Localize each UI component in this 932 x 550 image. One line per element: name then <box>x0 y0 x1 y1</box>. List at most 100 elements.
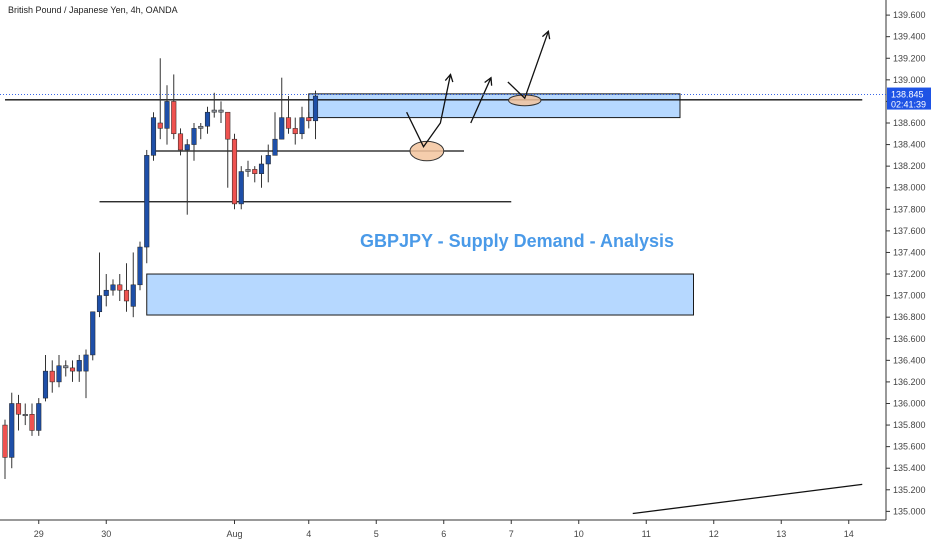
zone-2[interactable] <box>146 273 694 316</box>
price-badge-value: 138.845 <box>891 90 924 100</box>
y-tick-label: 135.800 <box>893 420 926 430</box>
candle-body <box>279 117 285 140</box>
candle-body <box>204 111 211 127</box>
candle-body <box>63 365 69 369</box>
trend-line[interactable] <box>632 483 863 515</box>
candle-body <box>42 370 49 399</box>
candle-body <box>56 365 62 383</box>
price-badge[interactable] <box>887 87 931 110</box>
candle-body <box>29 414 35 431</box>
x-tick-label: Aug <box>226 529 242 539</box>
y-tick-label: 135.600 <box>893 442 926 452</box>
candle-body <box>312 95 319 122</box>
y-tick-label: 137.200 <box>893 269 926 279</box>
candle-body <box>117 284 123 291</box>
y-tick-label: 136.200 <box>893 377 926 387</box>
candle-body <box>252 169 258 174</box>
ellipse-marker-2[interactable] <box>508 94 542 107</box>
candle-body <box>9 403 15 458</box>
candle-body <box>306 117 312 122</box>
y-tick-label: 136.600 <box>893 334 926 344</box>
y-tick-label: 137.600 <box>893 226 926 236</box>
ellipse-marker-1[interactable] <box>409 140 445 162</box>
symbol-title: British Pound / Japanese Yen, 4h, OANDA <box>8 5 178 15</box>
candle-body <box>245 169 251 172</box>
y-tick-label: 135.000 <box>893 506 926 516</box>
candle-body <box>171 101 177 135</box>
arrow-path-2[interactable] <box>470 77 492 124</box>
x-tick-label: 11 <box>642 529 651 539</box>
arrow-head-1 <box>444 73 454 83</box>
candle-body <box>90 311 96 356</box>
x-tick-label: 7 <box>509 529 514 539</box>
x-tick-label: 14 <box>844 529 854 539</box>
candle-body <box>76 360 82 372</box>
candle-body <box>103 289 109 296</box>
candle-body <box>130 284 136 307</box>
y-tick-label: 138.400 <box>893 140 926 150</box>
candle-body <box>36 403 42 431</box>
y-tick-label: 139.200 <box>893 53 926 63</box>
arrow-head-2 <box>484 76 493 86</box>
y-tick-label: 138.600 <box>893 118 926 128</box>
x-tick-label: 4 <box>306 529 311 539</box>
candle-body <box>218 109 224 113</box>
candle-body <box>22 414 28 417</box>
candle-body <box>265 155 271 165</box>
price-badge-countdown: 02:41:39 <box>891 100 926 110</box>
candle-body <box>69 367 76 372</box>
y-tick-label: 138.200 <box>893 161 926 171</box>
candle-body <box>15 403 22 415</box>
candle-body <box>299 117 305 135</box>
arrow-head-3 <box>541 30 551 40</box>
candle-body <box>198 125 204 129</box>
candle-body <box>238 171 244 205</box>
y-tick-label: 137.400 <box>893 247 926 257</box>
x-tick-label: 13 <box>776 529 786 539</box>
candle-body <box>157 122 163 129</box>
y-tick-label: 136.000 <box>893 398 926 408</box>
candle-body <box>191 128 197 145</box>
x-tick-label: 12 <box>709 529 719 539</box>
x-tick-label: 10 <box>574 529 584 539</box>
candle-body <box>144 155 150 248</box>
y-tick-label: 135.400 <box>893 463 926 473</box>
y-tick-label: 139.000 <box>893 75 926 85</box>
candle-body <box>272 138 278 156</box>
y-tick-label: 136.800 <box>893 312 926 322</box>
candle-body <box>225 111 231 140</box>
candle-body <box>83 354 89 372</box>
y-tick-label: 136.400 <box>893 355 926 365</box>
analysis-annotation: GBPJPY - Supply Demand - Analysis <box>360 231 674 251</box>
x-tick-label: 5 <box>374 529 379 539</box>
candle-body <box>285 117 292 129</box>
x-tick-label: 6 <box>441 529 446 539</box>
candle-body <box>231 138 238 205</box>
candle-body <box>211 109 217 113</box>
candle-body <box>49 370 55 383</box>
y-tick-label: 138.000 <box>893 183 926 193</box>
y-tick-label: 137.000 <box>893 291 926 301</box>
y-tick-label: 135.200 <box>893 485 926 495</box>
candle-body <box>96 295 103 313</box>
x-tick-label: 30 <box>101 529 111 539</box>
arrow-path-3[interactable] <box>507 31 549 100</box>
arrow-path-1[interactable] <box>406 74 452 148</box>
candle-body <box>292 128 298 135</box>
candle-body <box>110 284 116 291</box>
zone-1[interactable] <box>308 93 681 119</box>
candle-body <box>258 163 265 174</box>
candle-body <box>177 133 184 151</box>
y-tick-label: 139.600 <box>893 10 926 20</box>
candle-body <box>150 117 157 156</box>
candle-body <box>164 101 170 129</box>
candle-body <box>137 246 143 286</box>
y-tick-label: 139.400 <box>893 32 926 42</box>
x-tick-label: 29 <box>34 529 44 539</box>
candle-body <box>123 289 130 302</box>
candle-body <box>2 424 8 458</box>
candle-body <box>184 144 190 151</box>
y-tick-label: 137.800 <box>893 204 926 214</box>
